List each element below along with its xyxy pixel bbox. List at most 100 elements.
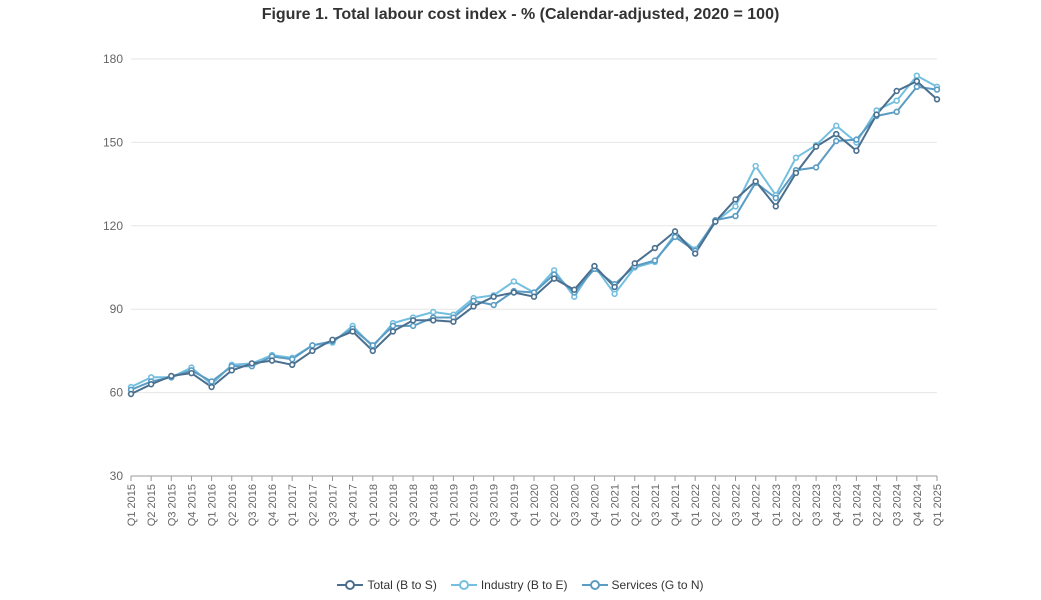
- data-point[interactable]: [168, 372, 175, 380]
- data-point[interactable]: [732, 203, 739, 210]
- data-point[interactable]: [893, 97, 900, 104]
- data-point[interactable]: [550, 275, 558, 282]
- data-point[interactable]: [671, 228, 679, 235]
- data-point[interactable]: [772, 203, 779, 210]
- data-point[interactable]: [470, 297, 477, 305]
- x-tick-label: Q4 2018: [428, 484, 440, 526]
- y-tick-label: 60: [110, 386, 124, 400]
- data-point[interactable]: [732, 196, 739, 203]
- x-tick-label: Q3 2019: [489, 484, 501, 526]
- data-point[interactable]: [450, 318, 457, 325]
- data-point[interactable]: [430, 308, 437, 316]
- data-point[interactable]: [430, 317, 437, 324]
- x-tick-label: Q3 2016: [247, 484, 259, 526]
- x-tick-label: Q4 2024: [912, 484, 924, 526]
- data-point[interactable]: [470, 303, 477, 310]
- data-point[interactable]: [853, 136, 860, 143]
- x-tick-label: Q2 2017: [307, 484, 319, 526]
- data-point[interactable]: [913, 78, 921, 85]
- data-point[interactable]: [712, 218, 719, 225]
- data-point[interactable]: [933, 96, 941, 103]
- data-point[interactable]: [853, 147, 860, 154]
- data-point[interactable]: [530, 293, 538, 300]
- data-point[interactable]: [913, 83, 921, 91]
- data-point[interactable]: [289, 356, 296, 363]
- x-tick-label: Q4 2023: [831, 484, 843, 526]
- y-tick-label: 150: [103, 135, 123, 149]
- data-point[interactable]: [611, 290, 618, 298]
- x-tick-label: Q1 2023: [771, 484, 783, 526]
- x-tick-label: Q4 2016: [267, 484, 279, 526]
- data-point[interactable]: [792, 154, 800, 161]
- x-tick-label: Q3 2022: [731, 484, 743, 526]
- data-point[interactable]: [752, 178, 759, 185]
- data-point[interactable]: [671, 233, 679, 241]
- data-point[interactable]: [228, 367, 235, 374]
- data-point[interactable]: [309, 347, 316, 355]
- data-point[interactable]: [490, 293, 497, 300]
- data-point[interactable]: [611, 283, 618, 291]
- legend-item[interactable]: Total (B to S): [337, 578, 437, 592]
- data-point[interactable]: [289, 361, 296, 368]
- x-tick-label: Q1 2015: [126, 484, 138, 526]
- legend-item[interactable]: Industry (B to E): [450, 578, 568, 592]
- data-point[interactable]: [933, 86, 941, 93]
- x-tick-label: Q4 2020: [589, 484, 601, 526]
- data-point[interactable]: [490, 301, 497, 309]
- data-point[interactable]: [893, 87, 900, 95]
- x-tick-label: Q2 2020: [549, 484, 561, 526]
- data-point[interactable]: [651, 244, 659, 252]
- data-point[interactable]: [833, 122, 840, 129]
- data-point[interactable]: [631, 260, 638, 267]
- data-point[interactable]: [913, 72, 921, 79]
- data-point[interactable]: [812, 164, 820, 171]
- x-tick-label: Q1 2024: [851, 484, 863, 526]
- data-point[interactable]: [349, 328, 356, 335]
- data-point[interactable]: [812, 143, 820, 150]
- data-point[interactable]: [329, 336, 336, 343]
- data-point[interactable]: [309, 342, 316, 349]
- data-point[interactable]: [510, 278, 518, 285]
- x-tick-label: Q3 2024: [892, 484, 904, 526]
- x-tick-label: Q3 2015: [166, 484, 178, 526]
- data-point[interactable]: [732, 212, 739, 220]
- data-point[interactable]: [772, 194, 779, 202]
- legend-item[interactable]: Services (G to N): [581, 578, 704, 592]
- data-point[interactable]: [369, 342, 376, 349]
- data-point[interactable]: [409, 317, 417, 324]
- data-point[interactable]: [571, 286, 578, 293]
- data-point[interactable]: [833, 137, 840, 145]
- data-point[interactable]: [389, 328, 397, 335]
- data-point[interactable]: [389, 322, 397, 330]
- data-point[interactable]: [208, 383, 215, 391]
- x-tick-label: Q2 2019: [469, 484, 481, 526]
- data-point[interactable]: [893, 108, 900, 116]
- data-point[interactable]: [510, 289, 518, 296]
- data-point[interactable]: [792, 169, 800, 177]
- data-point[interactable]: [691, 250, 699, 257]
- legend-line-marker-icon: [337, 580, 364, 590]
- data-point[interactable]: [188, 369, 195, 377]
- data-point[interactable]: [369, 347, 376, 355]
- data-point[interactable]: [833, 130, 840, 138]
- x-tick-label: Q3 2017: [328, 484, 340, 526]
- x-tick-label: Q4 2015: [186, 484, 198, 526]
- data-point[interactable]: [651, 257, 659, 264]
- data-point[interactable]: [873, 111, 880, 118]
- series-line-1: [130, 74, 938, 388]
- data-point[interactable]: [127, 390, 135, 398]
- data-point[interactable]: [147, 381, 155, 388]
- data-point[interactable]: [248, 360, 256, 367]
- x-tick-label: Q1 2018: [368, 484, 380, 526]
- chart-legend: Total (B to S) Industry (B to E) Services …: [0, 578, 1041, 592]
- x-tick-label: Q3 2018: [408, 484, 420, 526]
- x-tick-label: Q2 2018: [388, 484, 400, 526]
- x-tick-label: Q2 2016: [227, 484, 239, 526]
- data-point[interactable]: [268, 357, 276, 364]
- data-point[interactable]: [752, 162, 759, 170]
- x-tick-label: Q2 2022: [710, 484, 722, 526]
- data-point[interactable]: [208, 378, 215, 385]
- data-point[interactable]: [591, 262, 598, 270]
- data-point[interactable]: [409, 322, 417, 330]
- x-tick-label: Q1 2022: [690, 484, 702, 526]
